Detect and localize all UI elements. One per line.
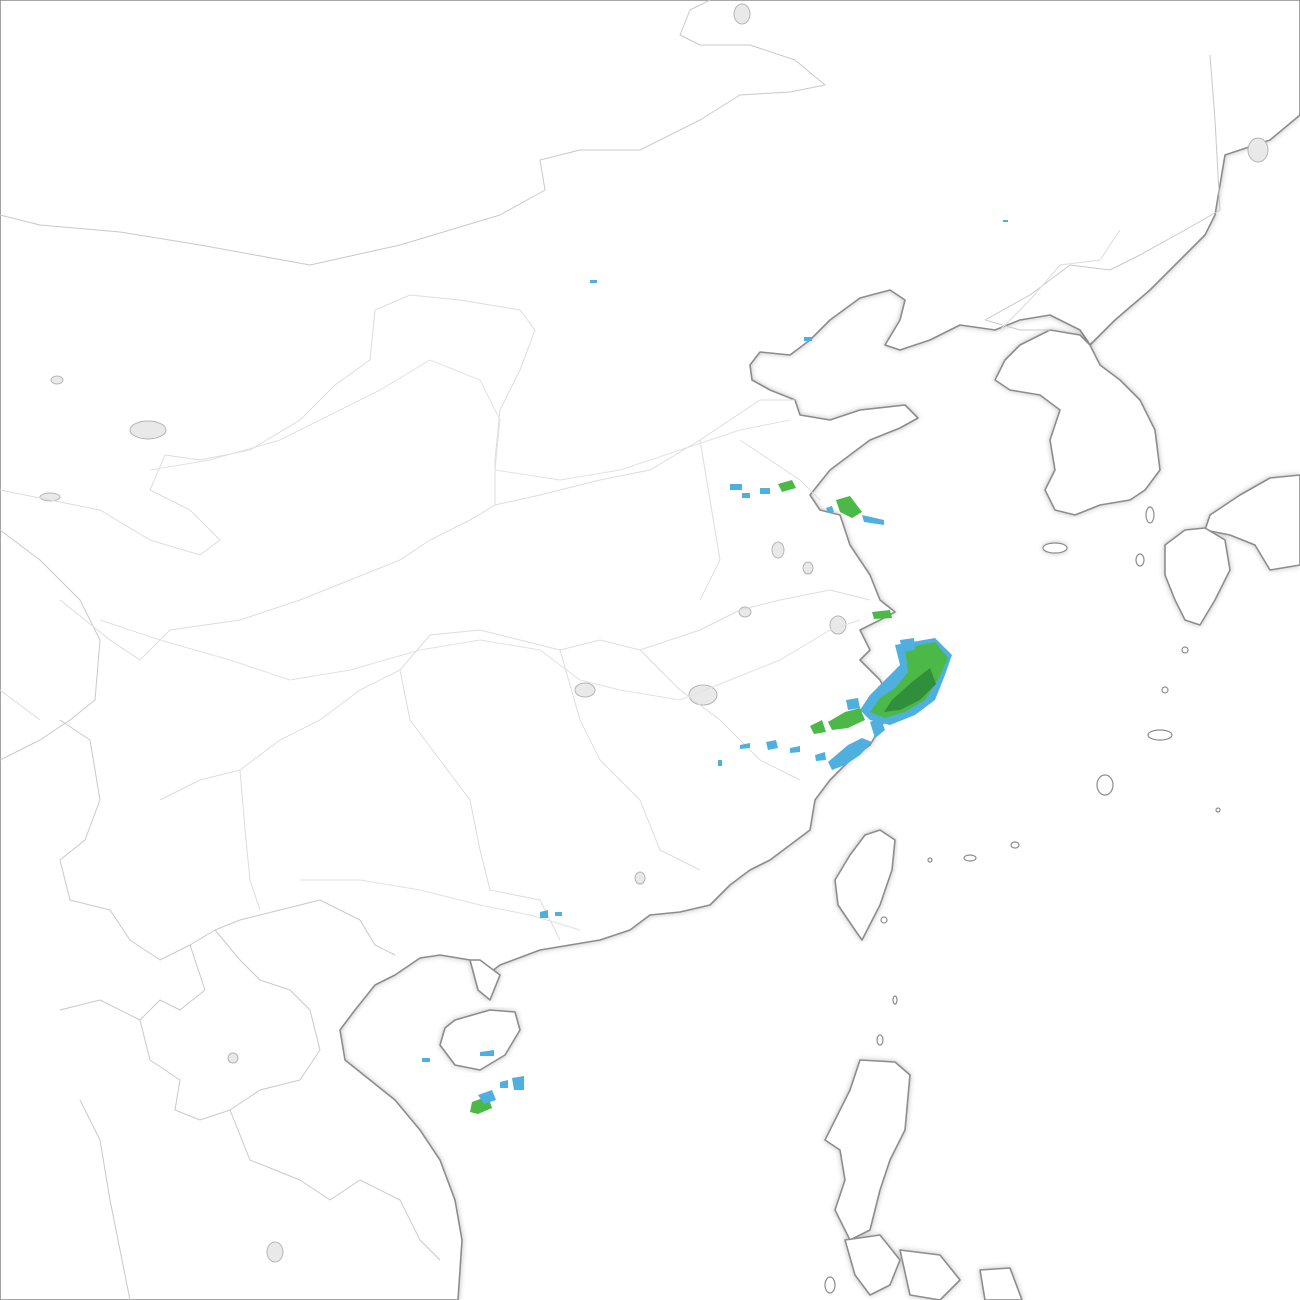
- rivers: [99, 359, 861, 931]
- echo-fujian-light: [828, 738, 872, 770]
- yellow-river: [149, 359, 791, 481]
- echo-zhejiang-moderate: [870, 642, 948, 718]
- echo-shandong-moderate: [836, 496, 862, 518]
- china-mongolia-border: [0, 0, 826, 266]
- honshu-coastline: [1204, 474, 1300, 571]
- lakes: [39, 3, 1269, 1263]
- qinghai-lake: [129, 420, 167, 440]
- xijiang-river: [300, 879, 581, 931]
- tsushima-island: [1042, 542, 1068, 554]
- hainan-island: [439, 1009, 521, 1071]
- baikal-fragment: [733, 3, 751, 25]
- china-korea-border: [984, 319, 1050, 331]
- province-borders: [0, 229, 1121, 941]
- japan-landmass: [1042, 474, 1300, 626]
- leizhou-peninsula: [469, 959, 501, 1001]
- minor-islands: [824, 506, 1221, 1294]
- echo-west-moderate: [828, 708, 865, 730]
- dongting-lake: [574, 682, 596, 698]
- kyushu-coastline: [1164, 527, 1231, 626]
- yangtze-river: [99, 619, 861, 701]
- southwest-borders: [0, 529, 396, 961]
- luzon-coastline: [824, 1059, 911, 1241]
- philippines-landmass: [824, 1059, 1023, 1300]
- hongze-lake: [771, 541, 785, 559]
- korea-coastline: [994, 329, 1161, 516]
- taiwan-island: [834, 829, 896, 941]
- visayas-coastline: [844, 1234, 1023, 1300]
- radar-echo-layer: [422, 220, 1008, 1114]
- poyang-lake: [688, 684, 718, 706]
- echo-zhejiang-heavy: [884, 668, 936, 712]
- korea-landmass: [994, 329, 1161, 516]
- indochina-borders: [59, 929, 441, 1300]
